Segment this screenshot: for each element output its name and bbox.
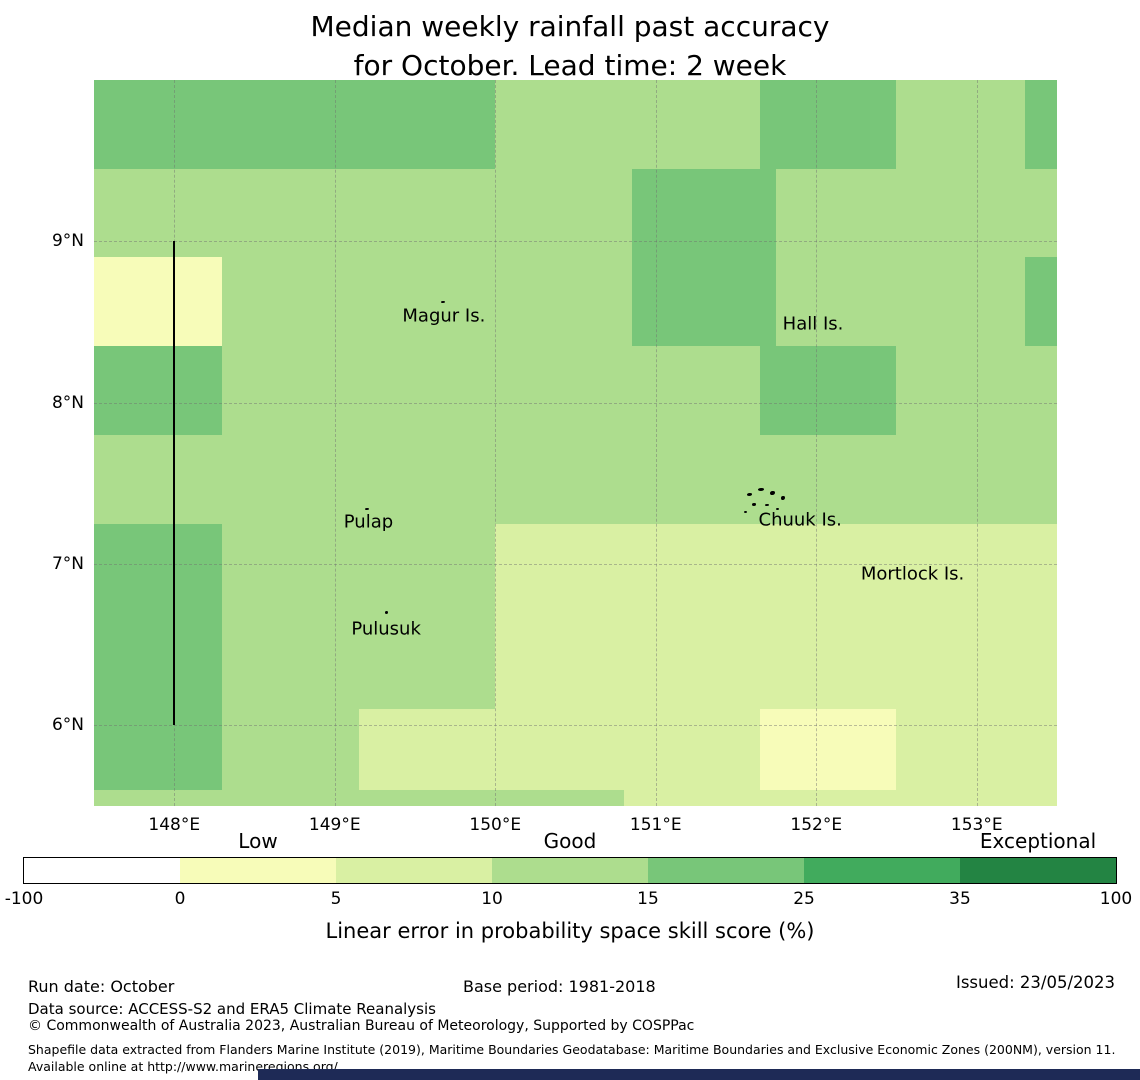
x-gridline	[816, 80, 818, 806]
x-gridline	[976, 80, 978, 806]
island-shape	[776, 507, 780, 510]
x-tick-label: 151°E	[629, 815, 682, 835]
chart-title: Median weekly rainfall past accuracy for…	[0, 8, 1140, 85]
colorbar-segment	[492, 858, 648, 883]
heatmap-cell	[1024, 80, 1057, 169]
island-shape	[758, 488, 765, 492]
colorbar-tick-label: 25	[793, 889, 815, 909]
island-shape	[747, 493, 753, 496]
maritime-boundary-line	[173, 241, 176, 726]
x-gridline	[655, 80, 657, 806]
heatmap-cell	[1024, 257, 1057, 347]
x-tick-label: 148°E	[148, 815, 201, 835]
colorbar-category-label: Good	[543, 829, 597, 853]
colorbar-tick-label: 100	[1099, 889, 1133, 909]
heatmap-cell	[760, 346, 897, 435]
y-gridline	[94, 241, 1057, 243]
colorbar-tick-label: 5	[330, 889, 342, 909]
colorbar-category-label: Exceptional	[979, 829, 1097, 853]
island-label: Pulap	[343, 511, 394, 533]
island-label: Hall Is.	[782, 313, 844, 335]
island-shape	[769, 491, 775, 496]
island-shape	[744, 510, 748, 513]
island-shape	[752, 502, 757, 506]
chart-title-line1: Median weekly rainfall past accuracy	[310, 10, 830, 43]
island-label: Chuuk Is.	[758, 509, 842, 531]
island-label: Magur Is.	[402, 305, 486, 327]
x-gridline	[334, 80, 336, 806]
heatmap-cell	[760, 80, 897, 169]
colorbar-segment	[648, 858, 804, 883]
island-shape	[440, 301, 445, 304]
x-gridline	[495, 80, 497, 806]
y-gridline	[94, 564, 1057, 565]
heatmap-cell	[94, 346, 223, 435]
colorbar-tick-label: 10	[481, 889, 503, 909]
island-shape	[384, 610, 388, 614]
x-tick-label: 149°E	[308, 815, 361, 835]
issued-date-text: Issued: 23/05/2023	[955, 973, 1115, 992]
colorbar-tick-label: 0	[174, 889, 186, 909]
heatmap-cell	[631, 168, 777, 347]
heatmap-cell	[94, 80, 496, 169]
island-shape	[764, 504, 769, 507]
x-tick-label: 153°E	[950, 815, 1003, 835]
colorbar-axis-label: Linear error in probability space skill …	[325, 919, 815, 943]
island-shape	[365, 507, 370, 510]
y-tick-label: 9°N	[51, 231, 84, 252]
colorbar-tick-label: -100	[4, 889, 44, 909]
x-tick-label: 152°E	[790, 815, 843, 835]
base-period-text: Base period: 1981-2018	[463, 977, 656, 996]
colorbar-segment	[336, 858, 492, 883]
island-label: Pulusuk	[351, 618, 421, 640]
colorbar-segment	[960, 858, 1116, 883]
colorbar-segment	[24, 858, 180, 883]
y-gridline	[94, 725, 1057, 727]
island-shape	[780, 496, 785, 501]
island-label: Mortlock Is.	[860, 563, 965, 585]
footer-banner	[258, 1069, 1140, 1080]
data-source-text: Data source: ACCESS-S2 and ERA5 Climate …	[28, 1000, 436, 1018]
colorbar-segment	[804, 858, 960, 883]
colorbar: -100 0 5 10 15 25 35 100 Low Good Exceptional	[5, 829, 1133, 909]
heatmap-cell	[94, 257, 223, 347]
y-gridline	[94, 402, 1057, 404]
x-tick-label: 150°E	[469, 815, 522, 835]
colorbar-segment	[180, 858, 336, 883]
colorbar-tick-label: 35	[949, 889, 971, 909]
heatmap-cell	[94, 523, 223, 790]
heatmap-cell	[94, 789, 624, 806]
heatmap-cell	[760, 709, 897, 790]
heatmap-cell	[358, 709, 496, 790]
y-tick-label: 8°N	[51, 392, 84, 413]
chart-title-line2: for October. Lead time: 2 week	[353, 48, 787, 82]
heatmap-plot-area: 148°E 149°E 150°E 151°E 152°E 153°E 6°N 7°N 8°N 9…	[52, 80, 1057, 835]
y-tick-label: 6°N	[51, 715, 84, 736]
copyright-text: © Commonwealth of Australia 2023, Austra…	[28, 1018, 695, 1034]
y-tick-label: 7°N	[51, 554, 84, 574]
run-date-text: Run date: October	[28, 977, 175, 996]
colorbar-category-label: Low	[238, 829, 278, 853]
colorbar-tick-label: 15	[637, 889, 659, 909]
